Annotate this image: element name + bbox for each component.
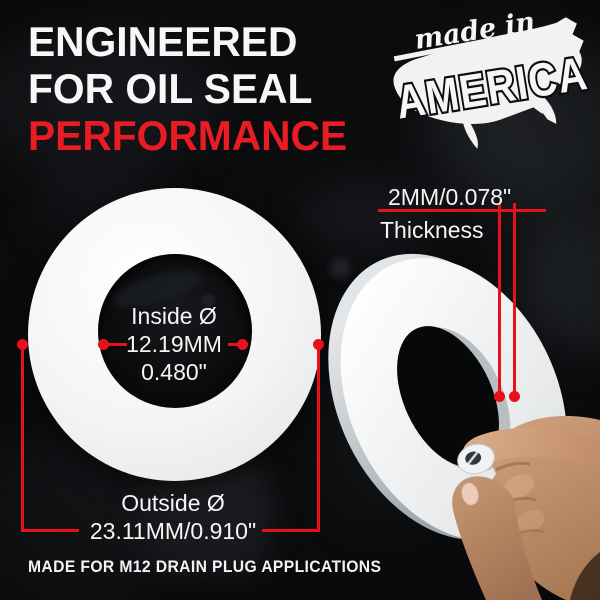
usa-map-texas: [462, 119, 478, 149]
wrist-shadow: [570, 552, 600, 600]
headline-line3: PERFORMANCE: [28, 112, 348, 159]
small-washer-glint: [467, 450, 480, 465]
made-in-america-badge: made in AMERICA: [391, 6, 593, 149]
inside-diameter-mm: 12.19MM: [126, 331, 222, 357]
thickness-line-horizontal: [378, 209, 546, 212]
washer-front-view: [28, 188, 321, 481]
inner-diameter-dot-right: [237, 339, 248, 350]
washer-side-hole: [397, 326, 499, 468]
inside-diameter-inch: 0.480": [141, 359, 207, 385]
small-washer: [457, 443, 495, 475]
outer-diameter-line-right-horizontal: [262, 529, 320, 532]
outside-diameter-value: 23.11MM/0.910": [89, 518, 257, 544]
footer-caption: MADE FOR M12 DRAIN PLUG APPLICATIONS: [28, 558, 382, 576]
inner-diameter-line-left: [106, 343, 127, 346]
hand: [452, 416, 600, 600]
thumb: [452, 476, 542, 600]
washer-front-hole: [97, 253, 252, 408]
inside-diameter-label: Inside Ø: [131, 303, 217, 329]
outer-diameter-line-left-horizontal: [21, 529, 79, 532]
thickness-dot-1: [494, 391, 505, 402]
thickness-dot-2: [509, 391, 520, 402]
inner-diameter-dot-left: [98, 339, 109, 350]
thickness-label: Thickness: [380, 217, 484, 243]
badge-brush-streak: [393, 37, 493, 62]
thumbnail: [460, 482, 480, 506]
outer-diameter-line-left-vertical: [21, 345, 24, 532]
inside-diameter-label-group: Inside Ø 12.19MM 0.480": [99, 302, 249, 386]
background-blob: [300, 180, 440, 250]
usa-map-florida: [527, 92, 557, 125]
knuckle-highlight: [502, 474, 534, 500]
outer-diameter-dot-right: [313, 339, 324, 350]
finger-crease: [495, 461, 531, 472]
headline: ENGINEERED FOR OIL SEAL PERFORMANCE: [28, 18, 347, 159]
outside-diameter-label-group: Outside Ø 23.11MM/0.910": [63, 489, 283, 545]
knuckle-highlight: [515, 510, 545, 532]
headline-line2: FOR OIL SEAL: [28, 65, 313, 112]
index-finger: [462, 427, 600, 466]
thickness-line-vertical-2: [513, 203, 516, 397]
headline-line1: ENGINEERED: [28, 18, 298, 65]
background-blob: [0, 30, 220, 170]
outer-diameter-line-right-vertical: [317, 345, 320, 532]
engine-bolt: [330, 258, 350, 278]
thickness-value: 2MM/0.078": [388, 184, 512, 210]
thickness-line-vertical-1: [498, 203, 501, 397]
outside-diameter-label: Outside Ø: [121, 490, 225, 516]
engine-bolt: [201, 293, 215, 307]
outer-diameter-dot-left: [17, 339, 28, 350]
